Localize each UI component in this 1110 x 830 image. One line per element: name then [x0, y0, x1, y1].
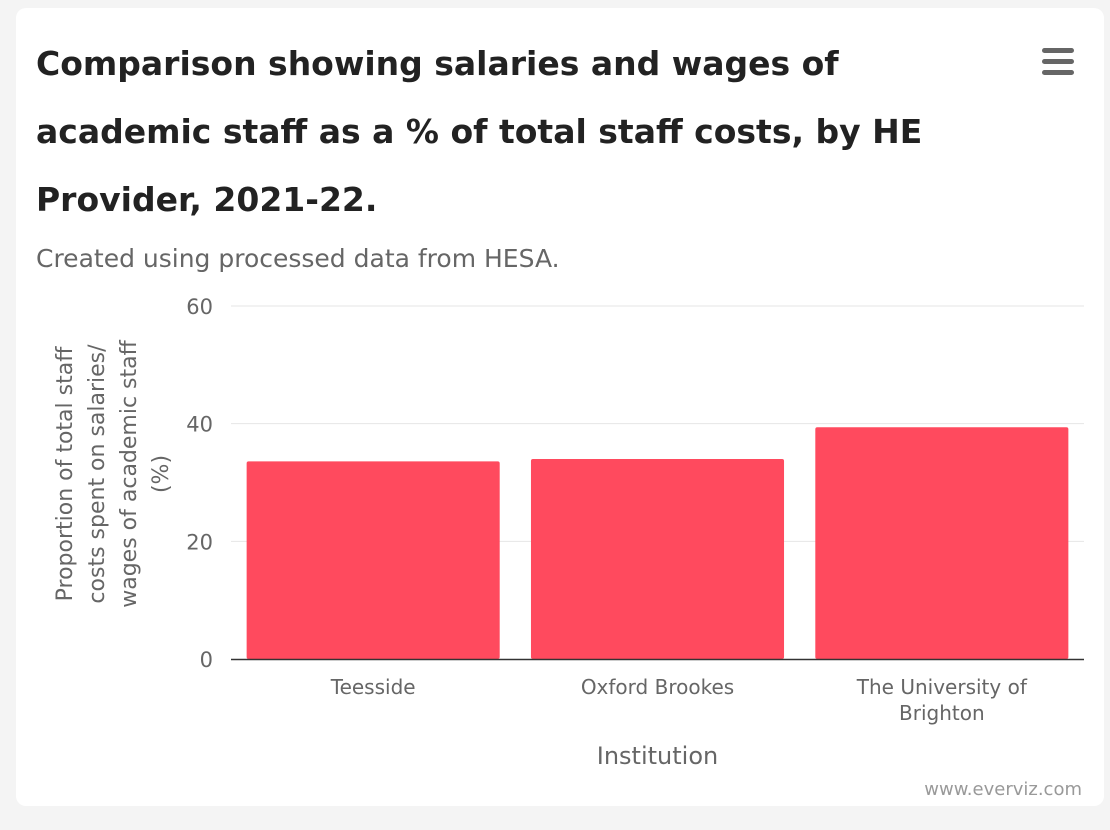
- x-tick-label: The University of: [856, 675, 1028, 699]
- bar: [530, 458, 785, 659]
- y-axis-title-line: costs spent on salaries/: [85, 344, 110, 604]
- menu-bar-middle: [1042, 59, 1074, 64]
- y-tick-label: 20: [186, 530, 213, 554]
- menu-bar-top: [1042, 48, 1074, 53]
- bar: [246, 461, 500, 659]
- x-axis-title: Institution: [597, 742, 718, 770]
- x-tick-label: Oxford Brookes: [581, 675, 734, 699]
- y-tick-label: 0: [200, 648, 213, 672]
- x-tick-label: Brighton: [899, 701, 985, 725]
- y-axis-title: Proportion of total staff costs spent on …: [53, 339, 174, 607]
- menu-bar-bottom: [1042, 70, 1074, 75]
- x-tick-label: Teesside: [330, 675, 416, 699]
- chart-title: Comparison showing salaries and wages of…: [36, 44, 923, 219]
- y-tick-label: 60: [186, 295, 213, 319]
- everviz-credit-link[interactable]: www.everviz.com: [924, 779, 1082, 800]
- y-axis-title-line: (%): [149, 455, 174, 493]
- y-axis-title-line: Proportion of total staff: [53, 346, 78, 602]
- bar: [815, 427, 1069, 659]
- chart-subtitle: Created using processed data from HESA.: [36, 244, 560, 273]
- bar-chart: 0 20 40 60 Teesside Oxford Brookes The Univers…: [53, 295, 1084, 770]
- y-tick-label: 40: [186, 413, 213, 437]
- chart-card: Comparison showing salaries and wages of…: [16, 8, 1104, 806]
- hamburger-menu-icon[interactable]: [1042, 46, 1074, 78]
- y-axis-title-line: wages of academic staff: [117, 339, 142, 607]
